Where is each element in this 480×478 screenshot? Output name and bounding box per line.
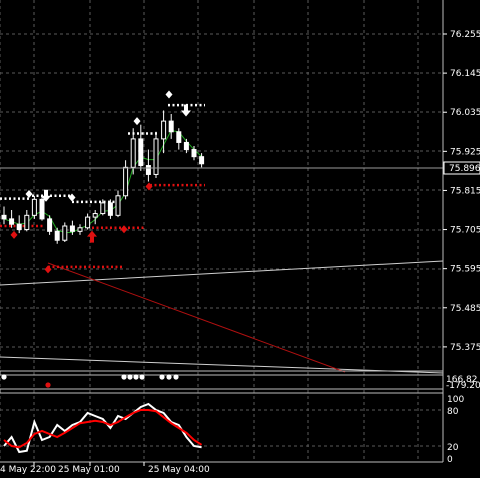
price-tick-label: 75.595 <box>450 265 480 275</box>
candle-bear <box>199 156 205 165</box>
candle-bull <box>31 198 37 216</box>
stoch-main-line <box>3 402 202 454</box>
price-tick-label: 76.145 <box>450 69 480 79</box>
grid <box>0 0 443 462</box>
strip-dot <box>166 374 172 380</box>
price-tick-label: 76.365 <box>450 0 480 1</box>
pane-separator-1[interactable] <box>0 370 444 376</box>
price-tick-label: 75.705 <box>450 226 480 236</box>
candle-bull <box>100 202 106 215</box>
candle-bull <box>62 225 68 241</box>
strip-dot-red <box>45 382 51 388</box>
candle-bear <box>39 198 45 220</box>
candle-bull <box>92 213 98 218</box>
candle-bear <box>69 225 75 232</box>
stoch-signal-line <box>3 409 203 449</box>
buy-signal-diamond <box>120 225 128 234</box>
time-axis: 4 May 22:00 25 May 01:00 25 May 04:00 <box>0 462 210 475</box>
stoch-tick-label: 100 <box>447 395 464 405</box>
candle-bear <box>1 214 7 220</box>
strip-dot <box>139 374 145 380</box>
candle-bull <box>115 195 121 216</box>
price-tick-label: 75.815 <box>450 186 480 196</box>
candle-bear <box>9 218 15 225</box>
current-price-box <box>443 161 480 175</box>
price-pane[interactable] <box>0 90 444 374</box>
time-tick-label: 25 May 04:00 <box>148 465 210 475</box>
price-tick-label: 76.255 <box>450 30 480 40</box>
buy-signal-diamond <box>10 230 18 239</box>
strip-axis: 166.82-179.20 <box>446 375 480 391</box>
candle-bear <box>176 131 182 143</box>
candle-bear <box>54 230 60 241</box>
price-tick-label: 75.925 <box>450 147 480 157</box>
sell-signal-diamond <box>25 190 33 198</box>
trendline-white-2 <box>0 356 444 374</box>
sell-signal-diamond <box>165 90 173 99</box>
sell-signal-diamond <box>68 193 76 202</box>
candle-bull <box>24 214 30 231</box>
buy-signal-diamond <box>145 182 153 191</box>
stochastic-pane[interactable] <box>0 402 443 454</box>
candle-bear <box>145 165 151 175</box>
trend-lines <box>0 260 444 374</box>
trendline-red <box>47 262 346 373</box>
pane-separator-2[interactable] <box>0 388 444 394</box>
candles <box>1 110 205 244</box>
signal-levels <box>0 103 205 269</box>
stoch-tick-label: 80 <box>447 407 459 417</box>
candle-bear <box>168 120 174 133</box>
candle-bull <box>161 120 167 140</box>
candle-bear <box>107 202 113 216</box>
strip-tick-label: -179.20 <box>446 381 480 391</box>
price-tick-label: 75.375 <box>450 343 480 353</box>
stoch-tick-label: 0 <box>447 455 453 465</box>
sell-arrow-icon <box>181 104 191 117</box>
sell-arrow-icon <box>41 189 51 202</box>
indicator-strip <box>1 374 179 388</box>
candle-bull <box>153 138 159 175</box>
price-axis: 76.365 76.255 76.145 76.035 75.925 75.815 75.7… <box>443 0 480 353</box>
price-tick-label: 75.485 <box>450 304 480 314</box>
strip-dot <box>173 374 179 380</box>
stoch-tick-label: 20 <box>447 443 459 453</box>
candle-bull <box>85 216 91 229</box>
time-tick-label: 25 May 01:00 <box>58 465 120 475</box>
candle-bull <box>130 138 136 168</box>
candle-bear <box>183 141 189 151</box>
strip-dot <box>133 374 139 380</box>
sell-signal-diamond <box>133 117 141 126</box>
buy-arrow-icon <box>87 230 97 243</box>
time-tick-label: 4 May 22:00 <box>0 465 56 475</box>
candle-bear <box>16 223 22 231</box>
signal-markers <box>10 90 191 274</box>
stochastic-axis: 100 80 20 0 <box>447 395 464 465</box>
price-tick-label: 76.035 <box>450 108 480 118</box>
trendline-white-1 <box>0 260 444 286</box>
candle-bear <box>191 149 197 158</box>
candle-bull <box>123 166 129 197</box>
current-price-label: 75.896 <box>443 161 480 175</box>
candle-bear <box>138 138 144 167</box>
current-price-text: 75.896 <box>449 164 480 174</box>
strip-dot <box>159 374 165 380</box>
strip-dot <box>121 374 127 380</box>
candle-bear <box>47 218 53 232</box>
strip-dot <box>127 374 133 380</box>
strip-dot <box>1 374 7 380</box>
strip-tick-label: 166.82 <box>446 375 478 385</box>
candle-bull <box>77 227 83 232</box>
buy-signal-diamond <box>44 265 52 274</box>
